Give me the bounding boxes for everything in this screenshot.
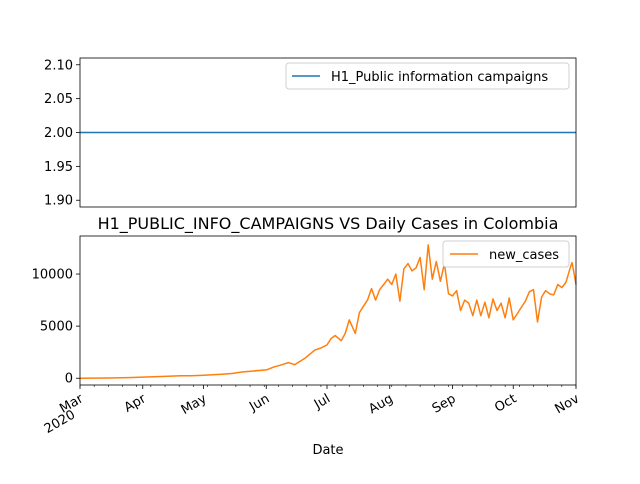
top-y-tick-label: 2.00 (44, 126, 73, 141)
top-y-tick-label: 2.05 (44, 92, 73, 107)
top-axes-frame (79, 57, 577, 208)
top-y-ticks: 1.90 1.95 2.00 2.05 2.10 (44, 58, 80, 209)
bottom-y-tick-label: 10000 (32, 268, 73, 283)
bottom-legend: new_cases (442, 240, 570, 268)
top-y-tick-label: 1.95 (44, 160, 73, 175)
bottom-series-lines (79, 244, 577, 379)
x-axis-label: Date (312, 443, 343, 458)
top-legend: H1_Public information campaigns (285, 62, 570, 90)
x-tick-label: Jul (311, 391, 333, 412)
top-legend-label: H1_Public information campaigns (331, 70, 548, 85)
top-y-tick-label: 2.10 (44, 58, 73, 73)
bottom-legend-box (442, 240, 570, 268)
top-y-tick-label: 1.90 (44, 194, 73, 209)
bottom-axes-frame (79, 235, 577, 386)
bottom-legend-label: new_cases (489, 248, 559, 263)
top-subplot: 1.90 1.95 2.00 2.05 2.10 H1_Public informati… (44, 57, 577, 209)
bottom-y-tick-label: 5000 (40, 320, 73, 335)
chart-title: H1_PUBLIC_INFO_CAMPAIGNS VS Daily Cases … (98, 214, 559, 234)
top-legend-box (285, 62, 570, 90)
bottom-series-line (79, 244, 577, 379)
bottom-y-tick-label: 0 (65, 372, 73, 387)
bottom-y-ticks: 0 5000 10000 (32, 268, 80, 387)
